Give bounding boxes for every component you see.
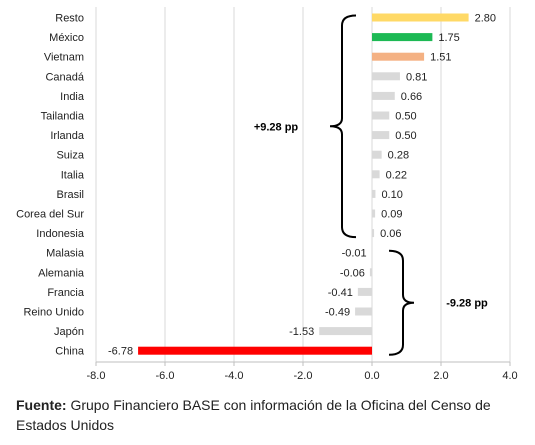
chart: Resto 2.80 México 1.75 Vietnam 1.51 Canadá 0.81… [16,7,518,382]
data-label: 0.50 [395,111,416,123]
bar [319,327,372,336]
data-label: -0.06 [340,267,365,279]
category-label: Italia [61,169,85,181]
data-label: 0.28 [388,150,409,162]
category-label: Corea del Sur [16,209,84,221]
bar [371,248,373,257]
data-label: 2.80 [475,13,496,25]
bar [138,346,372,355]
gridlines [95,7,511,362]
bars [138,13,469,355]
x-tick-label: 0.0 [364,370,379,382]
brace-positive [329,14,357,239]
category-label: Alemania [38,267,85,279]
bar [372,33,433,42]
x-tick-label: -6.0 [156,370,175,382]
annotation-label: +9.28 pp [254,121,299,133]
data-label: 0.09 [381,209,402,221]
source-text: Grupo Financiero BASE con información de… [16,397,491,433]
category-label: Vietnam [44,52,84,64]
bar [372,150,382,159]
x-tick-label: 2.0 [433,370,448,382]
data-label: 0.50 [395,130,416,142]
bar [372,131,390,140]
bar [372,229,375,238]
data-label: -1.53 [289,326,314,338]
category-label: India [60,91,85,103]
annotations: +9.28 pp -9.28 pp [254,14,488,356]
category-label: Francia [47,287,85,299]
category-label: Suiza [56,150,84,162]
bar [372,189,376,198]
data-label: -0.01 [342,248,367,260]
x-tick-label: -4.0 [225,370,244,382]
brace-negative [388,249,415,356]
labels: Resto 2.80 México 1.75 Vietnam 1.51 Canadá 0.81… [16,13,496,358]
category-label: Resto [55,13,84,25]
bar [357,287,372,296]
bar [355,307,372,316]
bar [372,170,380,179]
bar [372,209,376,218]
bar [372,91,395,100]
annotation-label: -9.28 pp [446,298,488,310]
category-label: China [55,346,85,358]
category-label: Japón [54,326,84,338]
bar [372,111,390,120]
category-label: México [49,32,84,44]
data-label: -0.41 [328,287,353,299]
bar [372,52,425,61]
category-label: Malasia [46,248,85,260]
source-label: Fuente: [16,397,67,413]
x-tick-label: -8.0 [87,370,106,382]
data-label: 0.06 [380,228,401,240]
category-label: Reino Unido [23,307,84,319]
bar [372,13,469,22]
data-label: 0.81 [406,71,427,83]
data-label: 1.51 [430,52,451,64]
x-axis: -8.0 -6.0 -4.0 -2.0 0.0 2.0 4.0 [87,361,518,382]
data-label: -6.78 [108,346,133,358]
category-label: Brasil [56,189,84,201]
data-label: 0.66 [401,91,422,103]
category-label: Canadá [45,71,84,83]
source-caption: Fuente: Grupo Financiero BASE con inform… [16,395,526,435]
data-label: 0.22 [386,169,407,181]
bar [372,72,400,81]
category-label: Irlanda [50,130,85,142]
data-label: 1.75 [438,32,459,44]
data-label: 0.10 [381,189,402,201]
bar [369,268,372,277]
data-label: -0.49 [325,307,350,319]
category-label: Tailandia [41,111,85,123]
x-tick-label: -2.0 [294,370,313,382]
category-label: Indonesia [36,228,85,240]
x-tick-label: 4.0 [502,370,517,382]
